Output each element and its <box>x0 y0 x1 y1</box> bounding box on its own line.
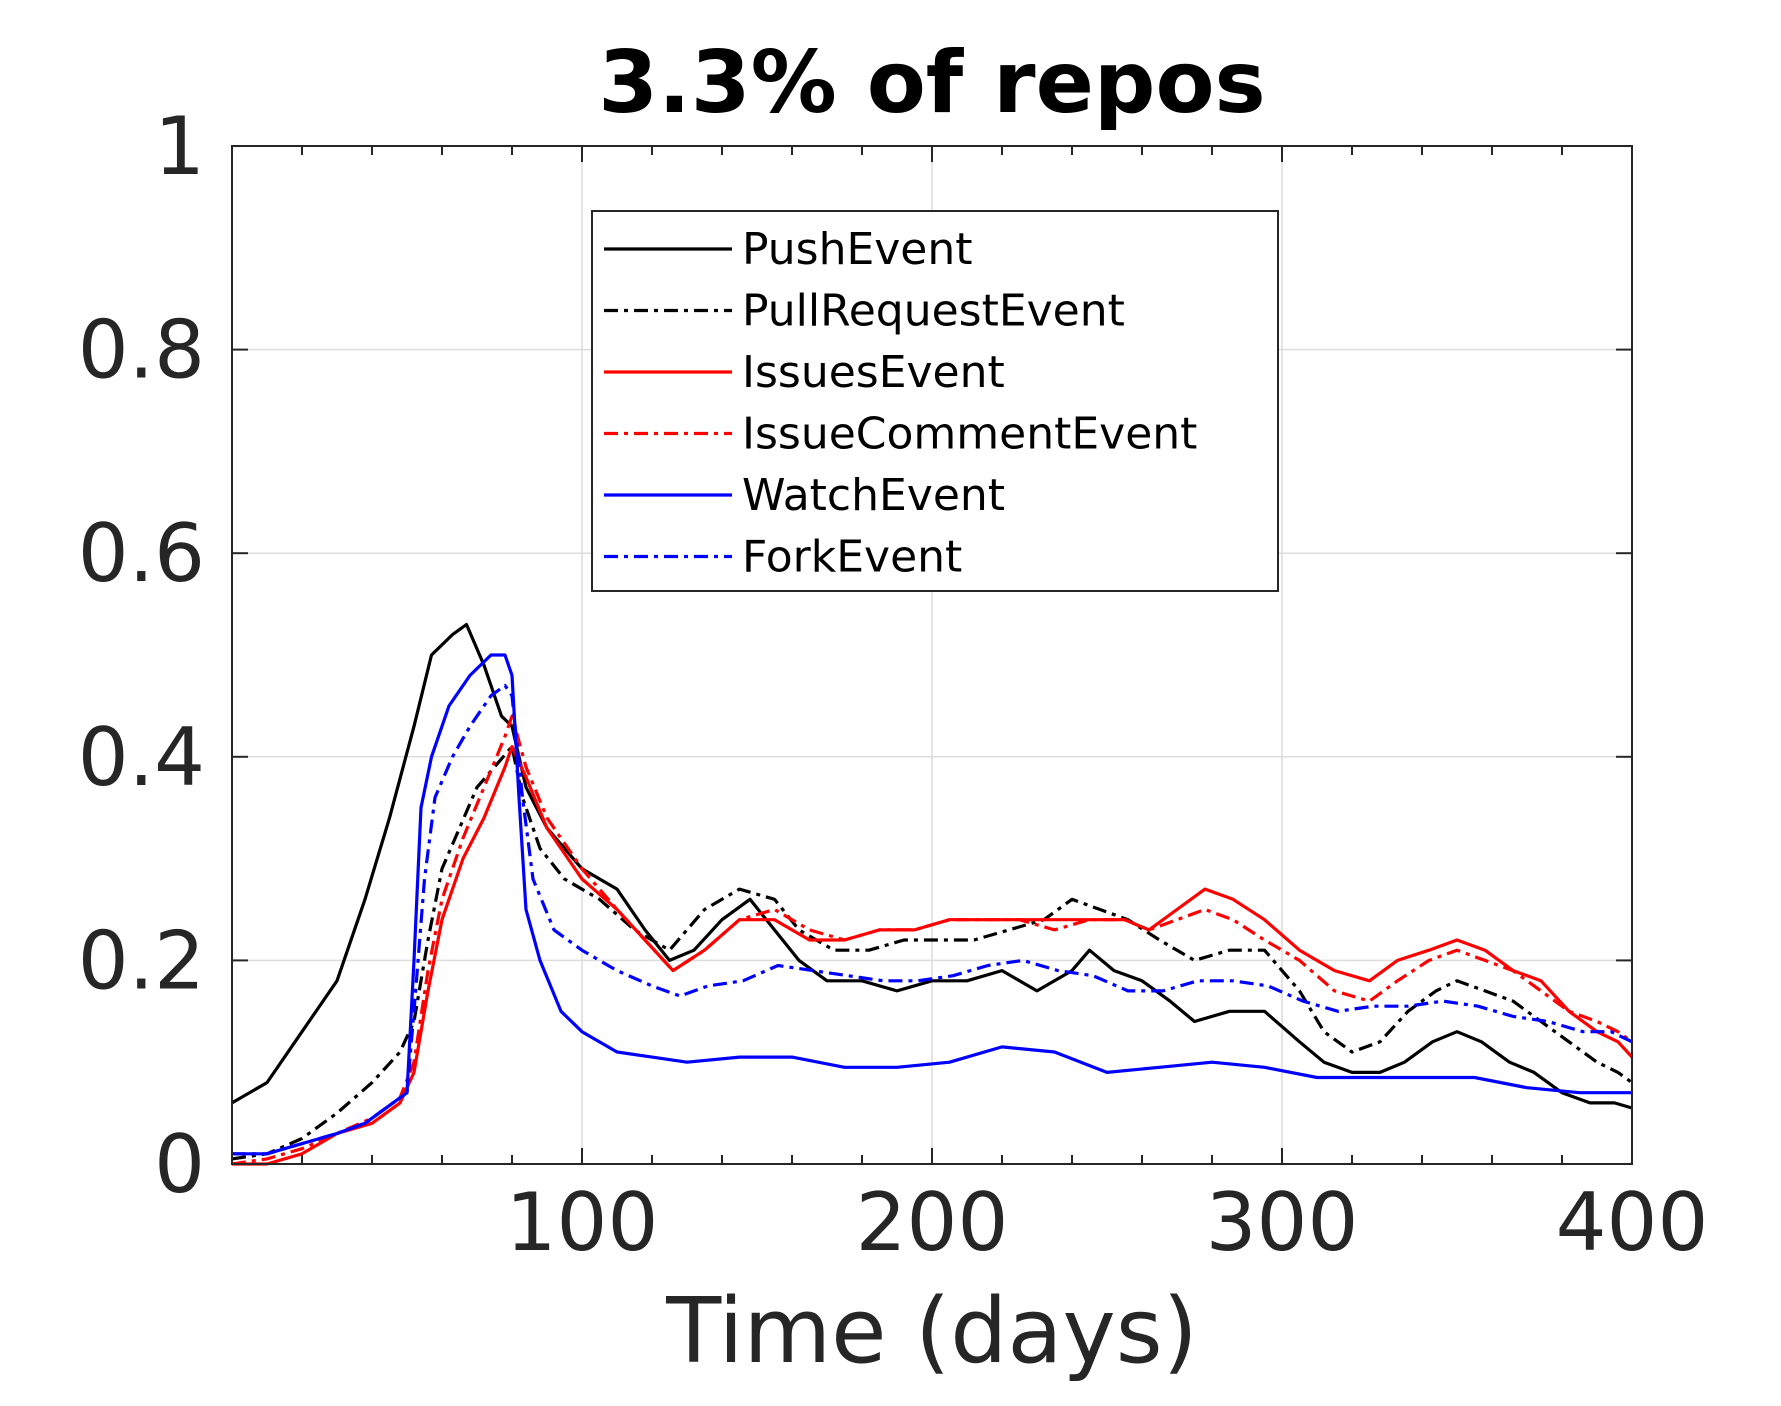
series-line-WatchEvent <box>232 653 1632 1156</box>
ticks <box>232 145 1632 1165</box>
legend-label: WatchEvent <box>742 470 1005 521</box>
series-line-PushEvent <box>231 622 1633 1110</box>
x-axis-label: Time (days) <box>665 1279 1198 1384</box>
series-line-IssueCommentEvent <box>231 714 1633 1166</box>
y-tick-label: 1 <box>154 100 205 193</box>
x-tick-label: 100 <box>506 1176 659 1269</box>
legend-label: IssuesEvent <box>742 347 1005 398</box>
legend-label: IssueCommentEvent <box>742 409 1197 460</box>
legend-label: PullRequestEvent <box>742 286 1125 337</box>
chart-title: 3.3% of repos <box>598 33 1265 133</box>
y-tick-label: 0.4 <box>78 711 205 804</box>
x-tick-label: 200 <box>856 1176 1009 1269</box>
tick-labels: 100 200 300 400 0 0.2 0.4 0.6 0.8 1 <box>78 100 1709 1269</box>
series-line-ForkEvent <box>232 683 1633 1156</box>
legend: PushEvent PullRequestEvent IssuesEvent Issu… <box>591 210 1279 592</box>
x-tick-label: 300 <box>1206 1176 1359 1269</box>
y-tick-label: 0.8 <box>78 304 205 397</box>
y-tick-label: 0 <box>154 1118 205 1211</box>
plot-lines <box>231 622 1634 1166</box>
y-tick-label: 0.2 <box>78 914 205 1007</box>
x-tick-label: 400 <box>1556 1176 1709 1269</box>
legend-label: ForkEvent <box>742 532 962 583</box>
legend-label: PushEvent <box>742 224 973 275</box>
y-tick-label: 0.6 <box>78 507 205 600</box>
legend-box <box>591 210 1279 592</box>
series-line-PullRequestEvent <box>231 744 1633 1161</box>
